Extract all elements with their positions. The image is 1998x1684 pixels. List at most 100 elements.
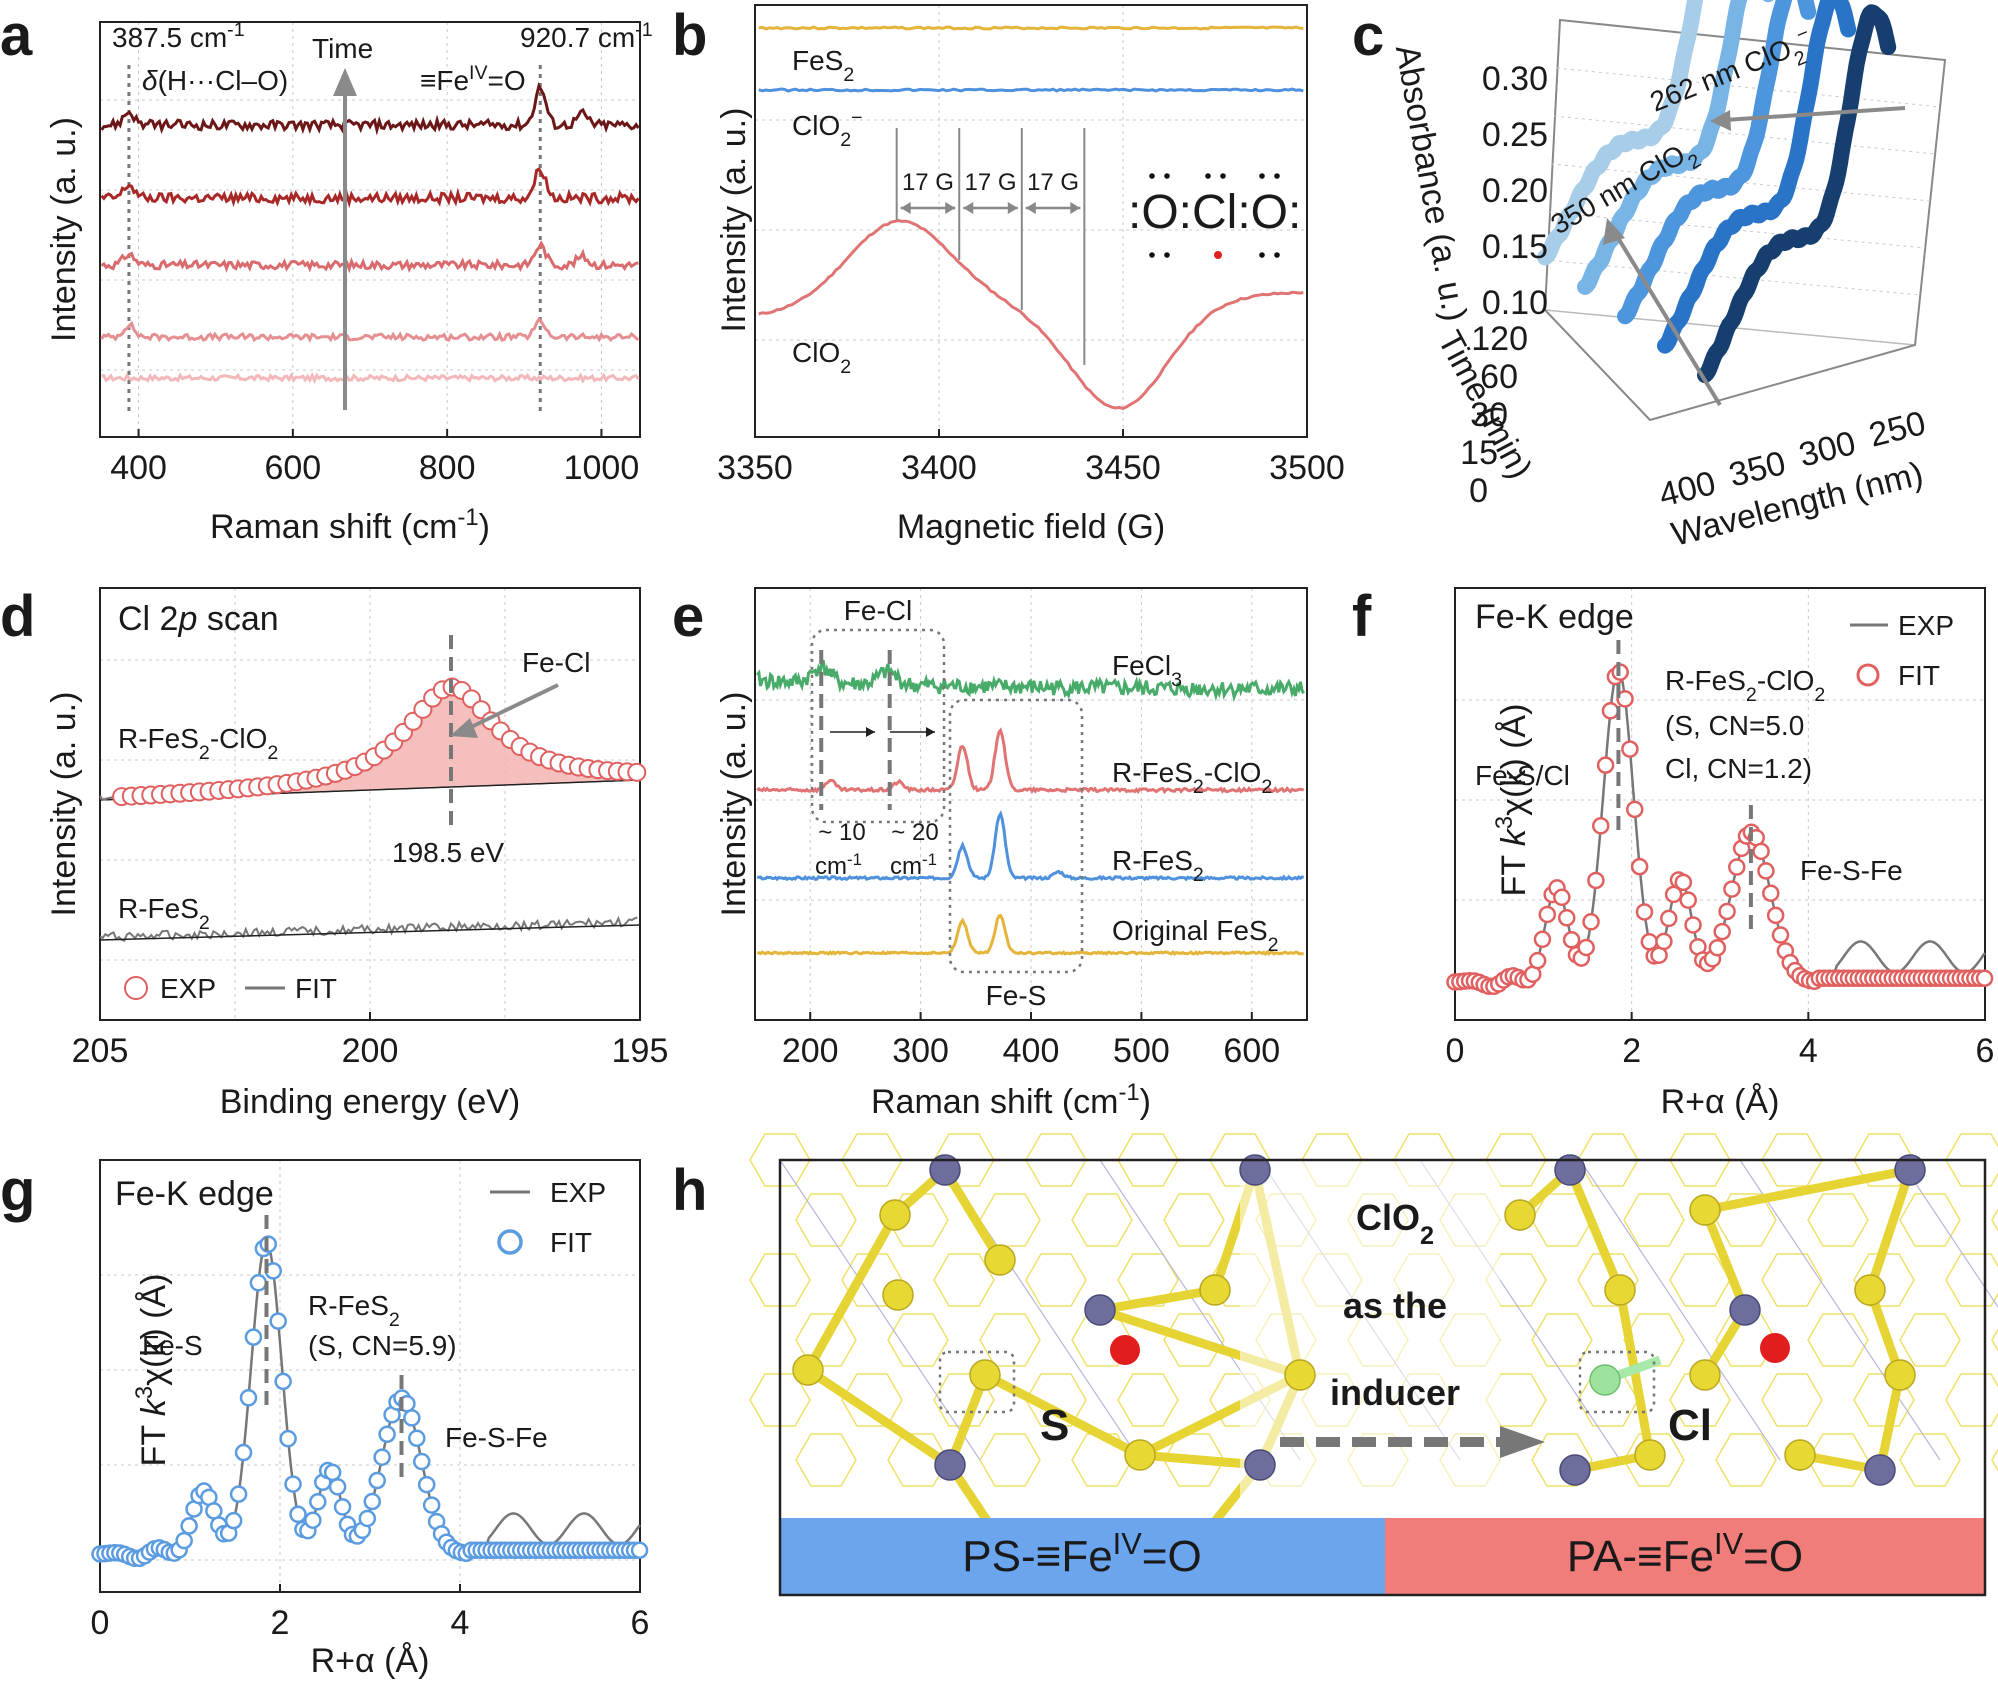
s-atom	[792, 1354, 824, 1386]
edge-label-f: Fe-K edge	[1475, 598, 1634, 636]
time-tick-label: 15	[1460, 434, 1498, 472]
fe-atom	[929, 1154, 961, 1186]
fit-point	[413, 1452, 431, 1471]
lattice-line	[1739, 1159, 1941, 1461]
fit-point	[1728, 858, 1746, 876]
x-tick-label: 300	[1795, 424, 1859, 475]
x-tick-label: 600	[264, 449, 321, 487]
x-tick-label: 6	[1976, 1032, 1995, 1070]
fe-atom	[934, 1449, 966, 1481]
fe-s-bond	[1700, 1208, 1750, 1312]
y-axis-label-d: Intensity (a. u.)	[45, 692, 83, 917]
panel-f: f 0 2 4 6 R+α (Å) FT k3χ(k) (Å) Fe-K edge R-FeS2…	[1352, 584, 1994, 1121]
x-axis-label-b: Magnetic field (G)	[897, 508, 1165, 546]
series-label-rfes2: R-FeS2	[118, 893, 210, 934]
lattice-hex	[1899, 1313, 1961, 1367]
fit-point	[417, 1475, 436, 1494]
uv-ridge	[1697, 4, 1897, 384]
exp-point	[627, 762, 647, 782]
x-tick-label: 800	[419, 449, 476, 487]
lattice-hex	[749, 1253, 811, 1307]
panel-label-d: d	[0, 584, 35, 649]
raman-series-line	[101, 371, 640, 385]
fit-point	[205, 1502, 223, 1520]
arrowhead	[1603, 218, 1625, 245]
pa-bar-label: PA-≡FeIV=O	[1567, 1526, 1803, 1582]
lone-pair-dot	[1164, 173, 1170, 179]
s-atom	[1284, 1359, 1316, 1391]
panel-label-f: f	[1352, 584, 1372, 649]
time-tick-label: 120	[1471, 320, 1528, 358]
hyperfine-label: 17 G	[902, 169, 954, 196]
x-tick-label: 3500	[1269, 449, 1345, 487]
peak-label-920: 920.7 cm-1	[520, 19, 653, 53]
lattice-hex	[1945, 1133, 1998, 1187]
fit-point	[1621, 740, 1639, 758]
fit-point	[1640, 933, 1659, 951]
fe-atom	[1894, 1154, 1926, 1186]
lattice-line	[779, 1159, 981, 1461]
lone-pair-dot	[1259, 252, 1265, 258]
fit-point	[1582, 913, 1600, 931]
lattice-line	[1899, 1159, 1998, 1309]
fit-point	[1528, 951, 1547, 970]
s-atom	[1199, 1274, 1231, 1306]
lattice-hex	[1945, 1253, 1998, 1307]
x-tick-label: 500	[1113, 1032, 1170, 1070]
shell-label-g: Fe-S	[142, 1330, 203, 1361]
clo2-minus-label: ClO2−	[792, 107, 863, 151]
shell-label-f: Fe-S/Cl	[1475, 760, 1570, 791]
lone-pair-dot	[1220, 173, 1226, 179]
lattice-hex	[1853, 1373, 1915, 1427]
panel-e: e 200 300 400 500 600 Raman shift (cm-1) Intens…	[672, 584, 1308, 1121]
lattice-hex	[933, 1373, 995, 1427]
fit-point	[1553, 888, 1571, 907]
lattice-hex	[1163, 1193, 1225, 1247]
s-atom	[1689, 1194, 1721, 1226]
fit-point	[304, 1511, 322, 1529]
x-tick-label: 4	[451, 1604, 470, 1642]
lattice-hex	[1163, 1313, 1225, 1367]
raman-e-line	[756, 810, 1304, 882]
shift-label-20: ~ 20	[891, 819, 938, 846]
panel-a: a 400 600 800 1000 Raman shift (cm-1) Intensit…	[0, 3, 653, 546]
shift-unit-10: cm-1	[815, 850, 862, 881]
y-axis-label-c: Absorbance (a. u.)	[1388, 42, 1474, 324]
chart-title-d: Cl 2p scan	[118, 600, 279, 638]
fe-s-bond	[945, 1373, 990, 1467]
legend-fit-label: FIT	[295, 973, 337, 1004]
lattice-hex	[1807, 1193, 1869, 1247]
clo2-epr-line	[758, 218, 1304, 411]
lattice-hex	[1945, 1373, 1998, 1427]
x-axis-label-a: Raman shift (cm-1)	[210, 504, 490, 547]
panel-c: c 262 nm ClO2−350 nm ClO20.300.250.200.15…	[1352, 0, 1947, 554]
fit-area	[100, 687, 638, 800]
fit-point	[323, 1463, 342, 1482]
time-arrow-350	[1610, 226, 1722, 407]
raman-series-line	[100, 167, 640, 209]
y-tick-label: 0.20	[1482, 172, 1548, 210]
legend-fit-label-f: FIT	[1898, 660, 1940, 691]
panel-label-h: h	[672, 1158, 707, 1223]
fit-point	[1630, 857, 1649, 876]
s-atom	[1634, 1439, 1666, 1471]
x-tick-label: 0	[91, 1604, 110, 1642]
fit-point	[224, 1511, 243, 1530]
label-rfes2-clo2: R-FeS2-ClO2	[1112, 757, 1272, 798]
s-label-h: S	[1040, 1401, 1069, 1450]
x-tick-label: 200	[782, 1032, 839, 1070]
lattice-hex	[749, 1373, 811, 1427]
fit-point	[1596, 756, 1615, 774]
y-axis-label-a: Intensity (a. u.)	[45, 117, 83, 342]
cl-atom	[1589, 1364, 1621, 1396]
label-rfes2: R-FeS2	[1112, 845, 1204, 886]
fit-point	[1975, 969, 1994, 988]
x-tick-label: 250	[1865, 404, 1929, 455]
fe-s-bond	[805, 1366, 953, 1469]
fit-point	[1679, 891, 1697, 909]
lattice-hex	[1761, 1373, 1823, 1427]
fade-band	[1240, 1160, 1500, 1517]
lone-pair-dot	[1274, 173, 1280, 179]
y-axis-label-f: FT k3χ(k) (Å)	[1491, 704, 1534, 897]
lattice-hex	[1991, 1448, 1998, 1472]
